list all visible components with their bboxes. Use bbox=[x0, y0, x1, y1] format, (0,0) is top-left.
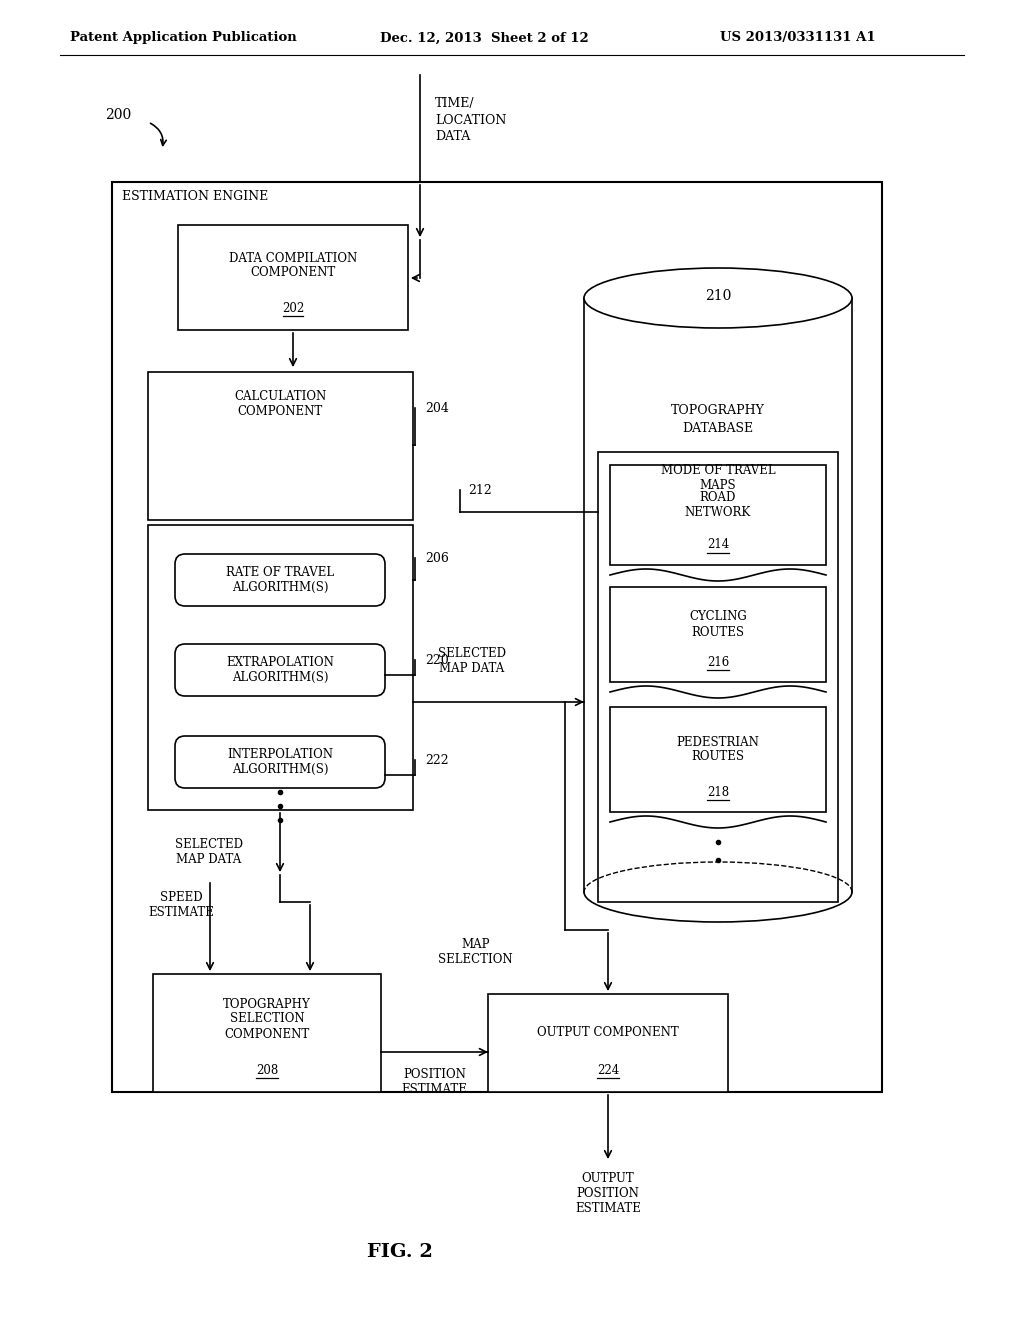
Text: TIME/
LOCATION
DATA: TIME/ LOCATION DATA bbox=[435, 96, 507, 144]
Text: EXTRAPOLATION
ALGORITHM(S): EXTRAPOLATION ALGORITHM(S) bbox=[226, 656, 334, 684]
Bar bbox=[153, 974, 381, 1092]
Text: ESTIMATION ENGINE: ESTIMATION ENGINE bbox=[122, 190, 268, 203]
Bar bbox=[148, 525, 413, 810]
Text: US 2013/0331131 A1: US 2013/0331131 A1 bbox=[720, 32, 876, 45]
Bar bbox=[178, 224, 408, 330]
Bar bbox=[148, 372, 413, 520]
Text: 208: 208 bbox=[256, 1064, 279, 1077]
Text: 224: 224 bbox=[597, 1064, 620, 1077]
Bar bbox=[112, 182, 882, 1092]
Text: OUTPUT COMPONENT: OUTPUT COMPONENT bbox=[538, 1027, 679, 1040]
Text: SELECTED
MAP DATA: SELECTED MAP DATA bbox=[438, 647, 506, 675]
FancyBboxPatch shape bbox=[175, 554, 385, 606]
Text: 222: 222 bbox=[425, 754, 449, 767]
Text: 214: 214 bbox=[707, 539, 729, 552]
FancyBboxPatch shape bbox=[175, 737, 385, 788]
Text: MAP
SELECTION: MAP SELECTION bbox=[438, 939, 513, 966]
Text: ROAD
NETWORK: ROAD NETWORK bbox=[685, 491, 752, 519]
Text: DATA COMPILATION
COMPONENT: DATA COMPILATION COMPONENT bbox=[229, 252, 357, 280]
Bar bbox=[610, 708, 826, 812]
Text: 212: 212 bbox=[468, 483, 492, 496]
Text: 206: 206 bbox=[425, 552, 449, 565]
Bar bbox=[610, 587, 826, 682]
Text: POSITION
ESTIMATE: POSITION ESTIMATE bbox=[401, 1068, 467, 1096]
FancyBboxPatch shape bbox=[175, 644, 385, 696]
Text: SPEED
ESTIMATE: SPEED ESTIMATE bbox=[148, 891, 214, 919]
Text: CYCLING
ROUTES: CYCLING ROUTES bbox=[689, 610, 746, 639]
Ellipse shape bbox=[584, 268, 852, 327]
Bar bbox=[488, 994, 728, 1092]
Text: PEDESTRIAN
ROUTES: PEDESTRIAN ROUTES bbox=[677, 735, 760, 763]
Text: 220: 220 bbox=[425, 653, 449, 667]
Text: TOPOGRAPHY
SELECTION
COMPONENT: TOPOGRAPHY SELECTION COMPONENT bbox=[223, 998, 311, 1040]
Text: Patent Application Publication: Patent Application Publication bbox=[70, 32, 297, 45]
Text: SELECTED
MAP DATA: SELECTED MAP DATA bbox=[175, 838, 243, 866]
Text: 200: 200 bbox=[105, 108, 131, 121]
Text: CALCULATION
COMPONENT: CALCULATION COMPONENT bbox=[234, 389, 327, 418]
Bar bbox=[598, 451, 838, 902]
Text: RATE OF TRAVEL
ALGORITHM(S): RATE OF TRAVEL ALGORITHM(S) bbox=[226, 566, 334, 594]
Text: 202: 202 bbox=[282, 301, 304, 314]
Text: INTERPOLATION
ALGORITHM(S): INTERPOLATION ALGORITHM(S) bbox=[227, 748, 333, 776]
Text: OUTPUT
POSITION
ESTIMATE: OUTPUT POSITION ESTIMATE bbox=[575, 1172, 641, 1214]
Text: 204: 204 bbox=[425, 401, 449, 414]
Text: MODE OF TRAVEL
MAPS: MODE OF TRAVEL MAPS bbox=[660, 465, 775, 492]
Text: 218: 218 bbox=[707, 785, 729, 799]
Text: 216: 216 bbox=[707, 656, 729, 668]
Text: 210: 210 bbox=[705, 289, 731, 304]
Text: FIG. 2: FIG. 2 bbox=[367, 1243, 433, 1261]
Bar bbox=[610, 465, 826, 565]
Text: Dec. 12, 2013  Sheet 2 of 12: Dec. 12, 2013 Sheet 2 of 12 bbox=[380, 32, 589, 45]
Text: TOPOGRAPHY
DATABASE: TOPOGRAPHY DATABASE bbox=[671, 404, 765, 436]
